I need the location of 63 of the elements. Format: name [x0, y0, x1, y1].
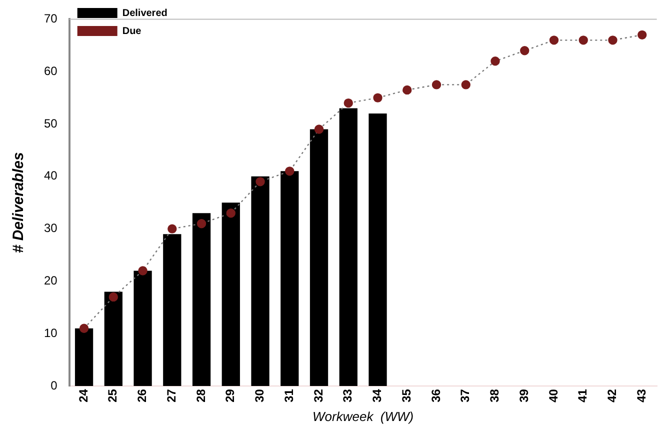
x-tick-label: 30: [252, 388, 267, 402]
bar: [222, 202, 240, 386]
legend-label: Delivered: [122, 8, 168, 19]
x-tick-label: 24: [76, 388, 90, 402]
x-tick-label: 39: [516, 388, 531, 402]
y-tick-label: 30: [44, 221, 58, 236]
y-tick-label: 20: [44, 274, 58, 288]
x-tick-label: 32: [311, 388, 326, 402]
point: [256, 177, 265, 186]
x-tick-label: 37: [458, 388, 472, 402]
bar: [104, 292, 122, 386]
y-tick-label: 50: [44, 116, 58, 130]
point: [373, 93, 382, 102]
y-tick-label: 70: [44, 12, 58, 26]
point: [608, 36, 618, 45]
x-tick-label: 38: [488, 388, 502, 402]
x-tick-label: 27: [164, 388, 178, 402]
bar: [310, 129, 328, 386]
y-tick-label: 10: [44, 326, 58, 340]
bar: [163, 234, 182, 386]
bar: [339, 108, 358, 386]
point: [314, 124, 324, 134]
x-tick-label: 28: [194, 388, 208, 402]
x-tick-label: 31: [282, 388, 296, 402]
point: [549, 36, 559, 45]
point: [432, 80, 442, 90]
legend-label: Due: [122, 26, 142, 37]
bar: [368, 114, 387, 386]
point: [138, 266, 148, 276]
x-axis-title: Workweek (WW): [312, 408, 414, 424]
point: [638, 30, 647, 40]
y-tick-label: 0: [50, 378, 58, 392]
point: [520, 46, 530, 56]
point: [402, 85, 412, 95]
bar: [134, 270, 152, 386]
bar: [280, 171, 299, 386]
y-tick-label: 60: [44, 64, 58, 78]
x-tick-label: 36: [428, 388, 443, 402]
x-tick-label: 29: [223, 388, 238, 402]
point: [79, 324, 89, 334]
x-tick-label: 33: [340, 388, 355, 402]
x-tick-label: 41: [576, 388, 590, 402]
x-tick-label: 42: [605, 388, 620, 402]
x-tick-label: 43: [634, 388, 648, 402]
bar: [74, 328, 94, 386]
y-axis-title: # Deliverables: [10, 152, 28, 254]
x-tick-label: 26: [135, 388, 150, 402]
y-tick-label: 40: [44, 168, 58, 183]
point: [226, 208, 236, 218]
point: [168, 224, 177, 234]
point: [285, 166, 294, 176]
x-tick-label: 25: [106, 388, 120, 402]
point: [344, 98, 353, 108]
bar: [251, 176, 270, 386]
x-tick-label: 35: [399, 388, 414, 402]
bar: [192, 213, 211, 386]
point: [108, 292, 118, 302]
x-tick-label: 34: [370, 388, 384, 402]
x-tick-label: 40: [546, 388, 560, 402]
point: [196, 218, 206, 228]
point: [490, 56, 500, 66]
point: [578, 36, 588, 45]
point: [461, 80, 470, 90]
